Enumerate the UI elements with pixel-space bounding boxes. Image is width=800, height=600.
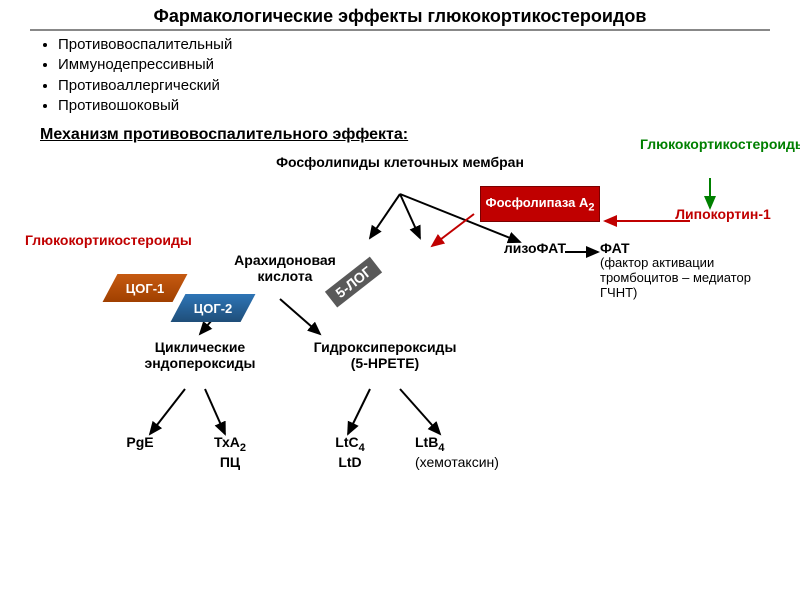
effects-list: Противовоспалительный Иммунодепрессивный… — [40, 35, 800, 116]
list-item: Противоаллергический — [58, 76, 800, 96]
fat-note: (фактор активации тромбоцитов – медиатор… — [600, 256, 790, 301]
txa2-label: ТхА2 ПЦ — [190, 434, 270, 471]
fat-label: ФАТ — [600, 240, 790, 256]
list-item: Противовоспалительный — [58, 35, 800, 55]
cog2-box: ЦОГ-2 — [171, 294, 256, 322]
arachidonic-acid-label: Арахидоновая кислота — [210, 252, 360, 284]
ltc-ltd-label: LtC4 LtD — [315, 434, 385, 471]
pge-label: PgE — [110, 434, 170, 450]
pc-label: ПЦ — [190, 454, 270, 470]
lipocortin-label: Липокортин-1 — [648, 206, 798, 222]
fat-block: ФАТ (фактор активации тромбоцитов – меди… — [600, 240, 790, 301]
ltb4-label: LtB4 (хемотаксин) — [415, 434, 535, 471]
hydroperoxides-label: Гидроксипероксиды (5-HPETE) — [300, 339, 470, 371]
phospholipase-a2-box: Фосфолипаза А2 — [480, 186, 600, 222]
list-item: Противошоковый — [58, 96, 800, 116]
list-item: Иммунодепрессивный — [58, 55, 800, 75]
phospholipids-label: Фосфолипиды клеточных мембран — [250, 154, 550, 170]
mechanism-diagram: Глюкокортикостероиды Фосфолипиды клеточн… — [0, 144, 800, 564]
cog1-box: ЦОГ-1 — [103, 274, 188, 302]
page-title: Фармакологические эффекты глюкокортикост… — [30, 0, 770, 31]
lysofat-label: лизоФАТ — [500, 240, 570, 256]
glucocorticoids-left-label: Глюкокортикостероиды — [25, 232, 185, 248]
chemotaxin-note: (хемотаксин) — [415, 454, 535, 470]
cyclic-endoperoxides-label: Циклические эндопероксиды — [115, 339, 285, 371]
glucocorticoids-top-label: Глюкокортикостероиды — [640, 136, 790, 152]
